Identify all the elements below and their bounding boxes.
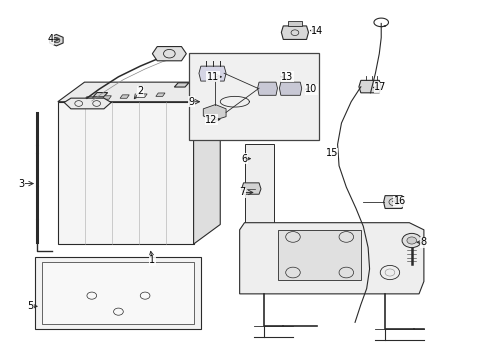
Polygon shape bbox=[244, 144, 273, 223]
Text: 8: 8 bbox=[420, 237, 426, 247]
Text: 10: 10 bbox=[305, 84, 317, 94]
Text: 2: 2 bbox=[137, 86, 143, 96]
Text: 1: 1 bbox=[149, 255, 155, 265]
Text: 12: 12 bbox=[205, 114, 217, 125]
Polygon shape bbox=[287, 21, 301, 26]
Polygon shape bbox=[241, 183, 261, 194]
Polygon shape bbox=[64, 98, 111, 109]
Polygon shape bbox=[383, 195, 403, 208]
Polygon shape bbox=[58, 102, 193, 244]
Polygon shape bbox=[203, 104, 225, 120]
Polygon shape bbox=[42, 262, 193, 324]
Text: 14: 14 bbox=[310, 26, 323, 36]
Text: 3: 3 bbox=[19, 179, 24, 189]
Polygon shape bbox=[58, 82, 220, 102]
Text: 4: 4 bbox=[47, 35, 54, 44]
Polygon shape bbox=[193, 82, 220, 244]
Polygon shape bbox=[84, 97, 93, 100]
Polygon shape bbox=[174, 83, 188, 87]
Circle shape bbox=[406, 237, 416, 244]
Polygon shape bbox=[156, 93, 164, 96]
Polygon shape bbox=[358, 80, 381, 93]
Circle shape bbox=[53, 37, 60, 43]
Polygon shape bbox=[35, 257, 201, 329]
FancyBboxPatch shape bbox=[188, 53, 318, 140]
Polygon shape bbox=[257, 82, 277, 95]
Text: 9: 9 bbox=[188, 97, 194, 107]
Text: 15: 15 bbox=[325, 148, 337, 158]
Text: 5: 5 bbox=[27, 301, 33, 311]
Polygon shape bbox=[50, 35, 63, 46]
Polygon shape bbox=[281, 26, 308, 40]
Polygon shape bbox=[278, 230, 360, 280]
Polygon shape bbox=[93, 93, 107, 97]
Text: 11: 11 bbox=[206, 72, 219, 82]
Polygon shape bbox=[239, 223, 423, 294]
Text: 13: 13 bbox=[281, 72, 293, 82]
Polygon shape bbox=[120, 95, 129, 98]
Text: 7: 7 bbox=[239, 188, 244, 197]
Polygon shape bbox=[102, 96, 111, 99]
Text: 6: 6 bbox=[241, 154, 247, 164]
Text: 17: 17 bbox=[373, 82, 386, 93]
Polygon shape bbox=[199, 66, 225, 81]
Polygon shape bbox=[279, 82, 301, 95]
Polygon shape bbox=[152, 46, 186, 61]
Polygon shape bbox=[138, 94, 147, 97]
Circle shape bbox=[401, 233, 421, 248]
Text: 16: 16 bbox=[393, 196, 405, 206]
